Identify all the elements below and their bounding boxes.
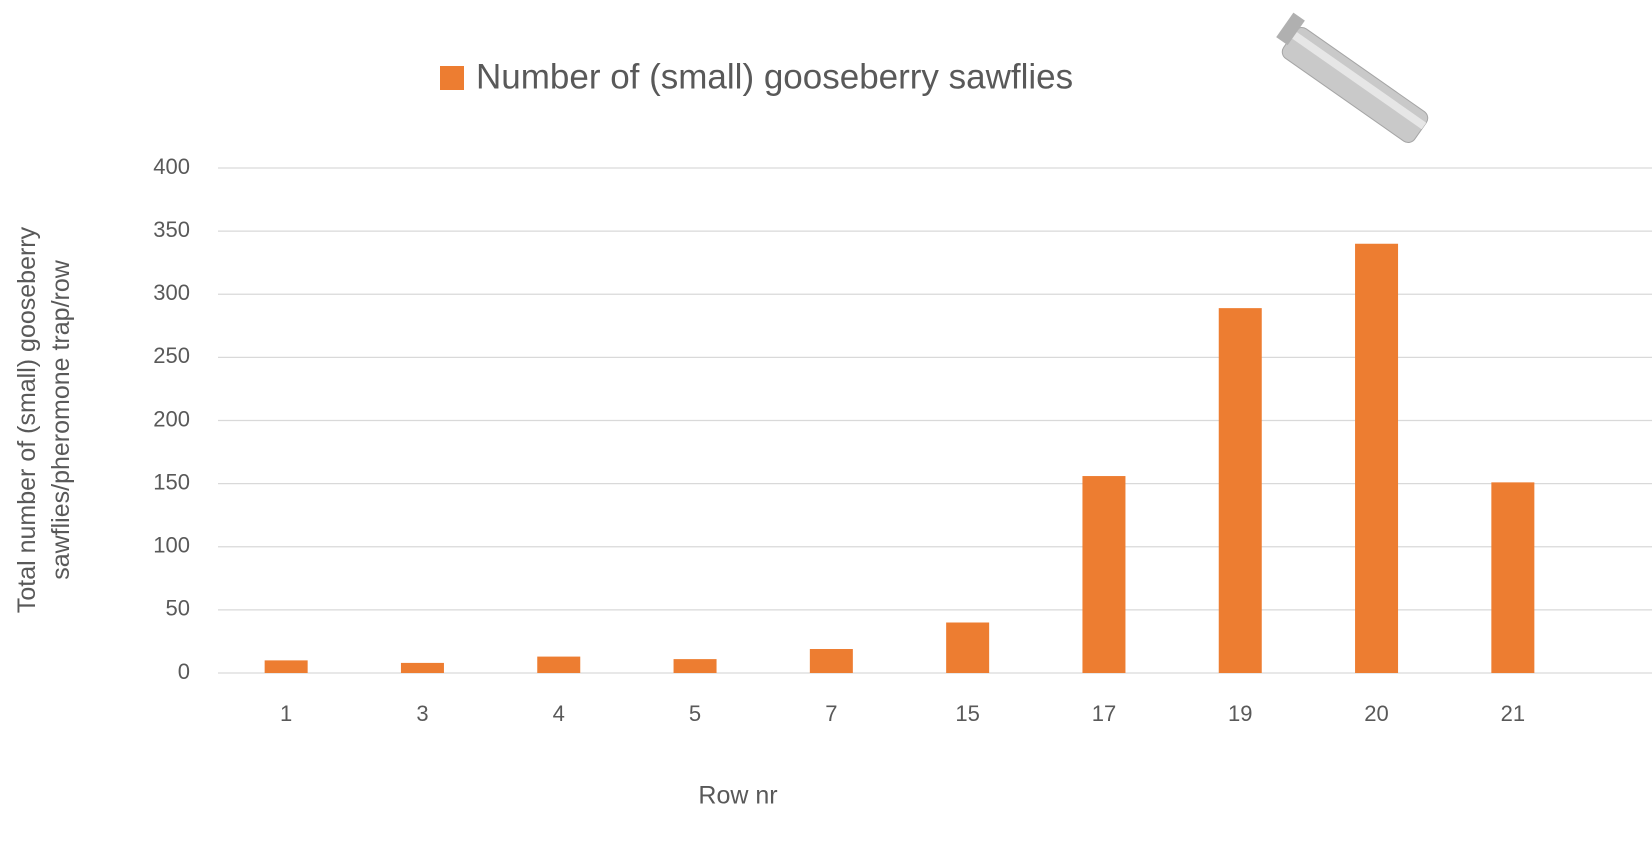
bar	[809, 649, 853, 673]
x-tick-label: 3	[416, 701, 428, 726]
y-tick-label: 400	[153, 154, 190, 179]
bar	[673, 659, 717, 673]
bar	[400, 662, 444, 673]
y-tick-label: 350	[153, 217, 190, 242]
y-tick-label: 200	[153, 406, 190, 431]
bar	[1082, 476, 1126, 673]
y-tick-label: 100	[153, 533, 190, 558]
x-tick-label: 5	[689, 701, 701, 726]
trap-image	[1276, 12, 1429, 143]
x-tick-label: 19	[1228, 701, 1252, 726]
x-tick-label: 21	[1501, 701, 1525, 726]
y-tick-label: 250	[153, 343, 190, 368]
y-tick-label: 300	[153, 280, 190, 305]
y-tick-label: 50	[166, 596, 190, 621]
x-axis-title: Row nr	[698, 782, 777, 810]
bar	[946, 622, 990, 673]
x-tick-label: 4	[553, 701, 565, 726]
y-tick-label: 0	[178, 659, 190, 684]
x-tick-label: 15	[955, 701, 979, 726]
legend-swatch	[440, 66, 464, 90]
x-tick-label: 20	[1364, 701, 1388, 726]
bar	[537, 656, 581, 673]
bar	[264, 660, 308, 673]
y-axis-title: Total number of (small) gooseberry sawfl…	[13, 226, 75, 614]
bar	[1355, 243, 1399, 673]
x-tick-label: 17	[1092, 701, 1116, 726]
bar	[1218, 308, 1262, 673]
legend-label: Number of (small) gooseberry sawflies	[476, 57, 1073, 96]
bar	[1491, 482, 1535, 673]
y-tick-label: 150	[153, 469, 190, 494]
x-tick-label: 1	[280, 701, 292, 726]
x-tick-label: 7	[825, 701, 837, 726]
